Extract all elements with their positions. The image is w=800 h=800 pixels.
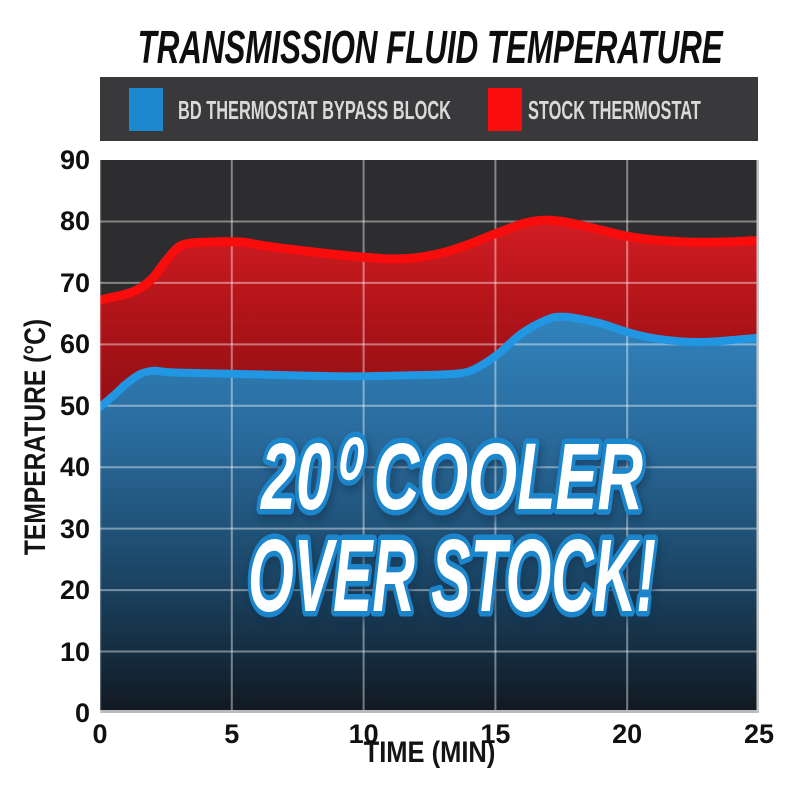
y-tick-label: 40	[59, 452, 90, 483]
legend-item-label-stock: STOCK THERMOSTAT	[528, 95, 701, 125]
plot-left-border	[100, 160, 102, 713]
plot-right-border	[756, 160, 759, 713]
annotation-line-2: OVER STOCK!	[248, 518, 656, 633]
annotation-line-1: 20⁰ COOLER	[260, 424, 643, 530]
y-tick-label: 70	[59, 267, 90, 298]
x-tick-label: 25	[743, 719, 775, 749]
y-tick-label: 30	[59, 513, 90, 544]
series-bd-area-fill	[100, 316, 759, 713]
y-tick-label: 60	[59, 329, 90, 360]
legend: BD THERMOSTAT BYPASS BLOCK STOCK THERMOS…	[100, 77, 758, 141]
page-title-text: TRANSMISSION FLUID TEMPERATURE	[137, 21, 723, 73]
plot-bottom-border	[100, 710, 759, 713]
y-tick-label: 80	[59, 206, 90, 237]
legend-swatch-stock	[488, 88, 522, 131]
x-tick-label: 20	[612, 719, 643, 749]
x-tick-label: 10	[348, 719, 379, 749]
series-stock-line	[100, 215, 759, 305]
callout: 20⁰ COOLER OVER STOCK!	[243, 419, 662, 639]
gridlines	[100, 160, 759, 713]
plot-area: 20⁰ COOLER OVER STOCK!	[100, 160, 759, 713]
legend-swatch-bd	[129, 88, 163, 131]
y-tick-label: 20	[59, 575, 90, 606]
x-tick-label: 5	[224, 719, 240, 749]
y-tick-label: 50	[59, 390, 90, 421]
page-title: TRANSMISSION FLUID TEMPERATURE	[0, 20, 800, 74]
series-bd-line	[100, 312, 759, 411]
x-tick-label: 15	[480, 719, 511, 749]
y-tick-label: 0	[74, 698, 90, 728]
x-tick-label: 0	[92, 719, 108, 749]
x-axis-title: TIME (MIN)	[0, 736, 800, 770]
x-axis-title-text: TIME (MIN)	[363, 736, 495, 769]
y-tick-label: 10	[59, 636, 90, 667]
legend-item-label-bd: BD THERMOSTAT BYPASS BLOCK	[178, 95, 452, 125]
y-tick-label: 90	[59, 145, 90, 175]
